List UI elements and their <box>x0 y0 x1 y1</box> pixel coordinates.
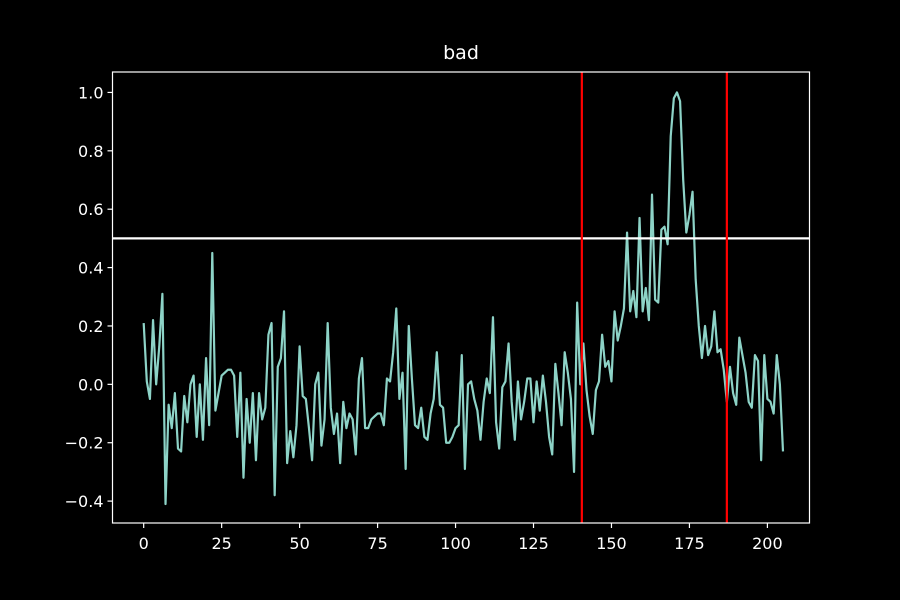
y-tick-label: −0.4 <box>65 492 104 511</box>
y-tick-label: 0.4 <box>78 259 103 278</box>
x-tick-label: 50 <box>289 534 309 553</box>
chart-title: bad <box>443 42 479 64</box>
y-tick-label: 0.0 <box>78 375 103 394</box>
x-tick-label: 175 <box>674 534 705 553</box>
series-line-1 <box>142 91 785 506</box>
x-tick-label: 125 <box>518 534 549 553</box>
y-tick-label: 0.8 <box>78 142 103 161</box>
y-axis: −0.4 −0.2 0.0 0.2 0.4 0.6 0.8 1.0 <box>65 83 113 511</box>
y-tick-label: −0.2 <box>65 434 104 453</box>
x-tick-label: 0 <box>139 534 149 553</box>
x-axis: 0 25 50 75 100 125 150 175 200 <box>139 523 783 553</box>
x-tick-label: 25 <box>211 534 231 553</box>
x-tick-label: 200 <box>752 534 783 553</box>
y-tick-label: 0.2 <box>78 317 103 336</box>
y-tick-label: 1.0 <box>78 83 103 102</box>
x-tick-label: 100 <box>440 534 471 553</box>
axes-frame <box>111 71 811 524</box>
x-tick-label: 150 <box>596 534 627 553</box>
plot-area <box>112 72 810 523</box>
y-tick-label: 0.6 <box>78 200 103 219</box>
x-tick-label: 75 <box>367 534 387 553</box>
